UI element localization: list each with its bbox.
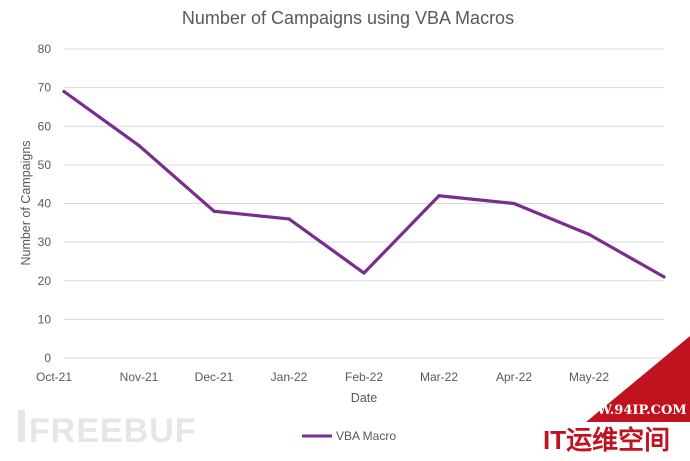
data-point: [362, 271, 366, 275]
x-tick-label: Oct-21: [36, 370, 72, 384]
freebuf-watermark: FREEBUF: [18, 410, 197, 450]
x-tick-label: Jan-22: [271, 370, 308, 384]
data-point: [137, 143, 141, 148]
data-point: [287, 217, 291, 221]
x-tick-label: Mar-22: [420, 370, 458, 384]
freebuf-watermark-text: FREEBUF: [29, 412, 197, 450]
y-tick-label: 30: [38, 235, 52, 249]
gridlines: [64, 48, 664, 359]
y-tick-label: 60: [38, 119, 52, 133]
series-line-vba-macro: [62, 89, 666, 279]
series-layer: [62, 89, 666, 279]
y-tick-label: 40: [38, 197, 52, 211]
chart-title: Number of Campaigns using VBA Macros: [182, 8, 514, 28]
x-tick-label: May-22: [569, 370, 609, 384]
data-point: [587, 232, 591, 236]
x-tick-label: Dec-21: [195, 370, 234, 384]
y-axis-ticks: 0 10 20 30 40 50 60 70 80: [38, 42, 52, 365]
site-url-watermark: WWW.94IP.COM: [567, 403, 687, 418]
data-point: [662, 275, 666, 279]
x-tick-label: Apr-22: [496, 370, 532, 384]
x-axis-label: Date: [351, 391, 377, 405]
site-badge-watermark: WWW.94IP.COM IT运维空间: [540, 336, 690, 456]
y-tick-label: 10: [38, 312, 52, 326]
y-tick-label: 70: [38, 81, 52, 95]
site-name-watermark: IT运维空间: [543, 425, 670, 455]
y-tick-label: 20: [38, 274, 52, 288]
data-point: [212, 209, 216, 213]
legend: VBA Macro: [302, 429, 396, 443]
y-tick-label: 0: [44, 351, 51, 365]
y-tick-label: 80: [38, 42, 52, 56]
x-tick-label: Feb-22: [345, 370, 383, 384]
y-axis-label: Number of Campaigns: [19, 140, 33, 265]
data-point: [437, 194, 441, 198]
data-point: [62, 89, 66, 94]
data-point: [512, 201, 516, 206]
legend-label: VBA Macro: [336, 429, 396, 443]
y-tick-label: 50: [38, 158, 52, 172]
x-axis-ticks: Oct-21 Nov-21 Dec-21 Jan-22 Feb-22 Mar-22 Apr-…: [36, 370, 683, 384]
x-tick-label: Nov-21: [120, 370, 159, 384]
